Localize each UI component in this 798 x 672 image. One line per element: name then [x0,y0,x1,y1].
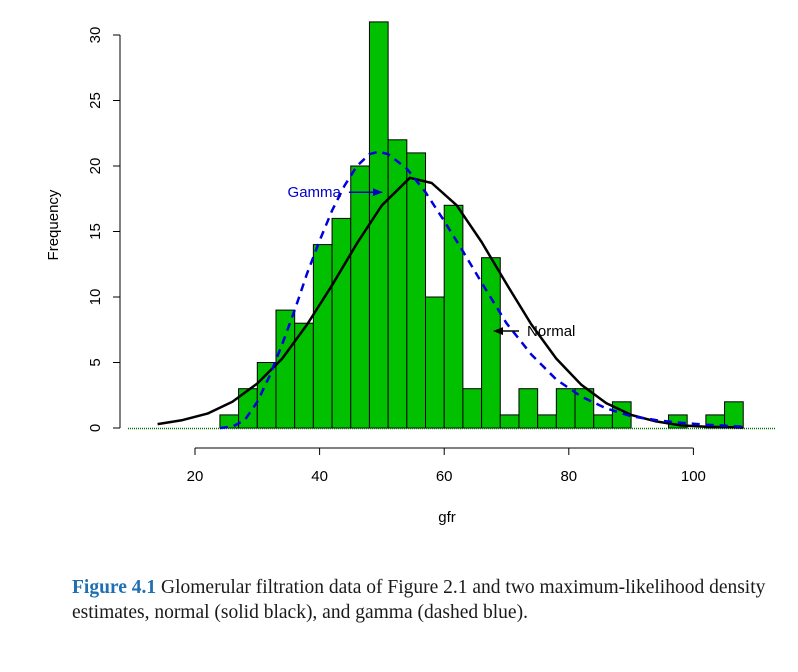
histogram-bar [406,152,427,429]
density-curves [157,150,744,430]
gamma-density-curve [219,150,744,430]
y-tick-label: 15 [87,223,104,240]
histogram-bar [256,362,277,429]
histogram-bar [724,401,744,429]
histogram-bar [537,414,557,429]
x-tick-label: 40 [311,468,328,485]
x-tick-label: 80 [560,468,577,485]
gamma-annotation-label: Gamma [288,184,342,201]
histogram-bar [425,296,445,429]
y-tick-label: 30 [87,27,104,44]
x-tick-label: 60 [436,468,453,485]
histogram-bar [593,414,613,429]
y-axis: 0 5 10 15 20 25 30 [87,27,121,432]
x-axis-label: gfr [438,509,456,526]
y-tick-label: 20 [87,158,104,175]
y-tick-label: 0 [87,424,104,432]
histogram-chart: 0 5 10 15 20 25 30 20 40 60 80 100 Frequency gfr G… [45,21,775,526]
figure-caption: Figure 4.1 Glomerular filtration data of… [72,575,772,625]
histogram-bar [443,204,464,429]
histogram-bar [499,414,520,429]
x-axis: 20 40 60 80 100 [187,447,706,485]
histogram-bar [350,165,370,429]
x-tick-label: 100 [681,468,706,485]
histogram-bar [331,217,352,429]
y-tick-label: 5 [87,358,104,366]
figure-caption-text: Glomerular filtration data of Figure 2.1… [72,577,766,623]
histogram-bar [462,388,483,429]
figure-label: Figure 4.1 [72,577,157,598]
y-tick-label: 10 [87,289,104,306]
y-tick-label: 25 [87,92,104,109]
histogram-bar [312,244,333,429]
histogram-bar [368,21,389,429]
histogram-bar [275,309,296,429]
histogram-bars [219,21,744,429]
x-tick-label: 20 [187,468,204,485]
y-axis-label: Frequency [45,189,62,260]
histogram-bar [481,257,501,429]
histogram-bar [555,388,576,429]
normal-density-curve [157,176,744,429]
histogram-bar [518,388,539,429]
normal-annotation-label: Normal [527,323,575,340]
curve-annotations: Gamma Normal [288,184,576,340]
